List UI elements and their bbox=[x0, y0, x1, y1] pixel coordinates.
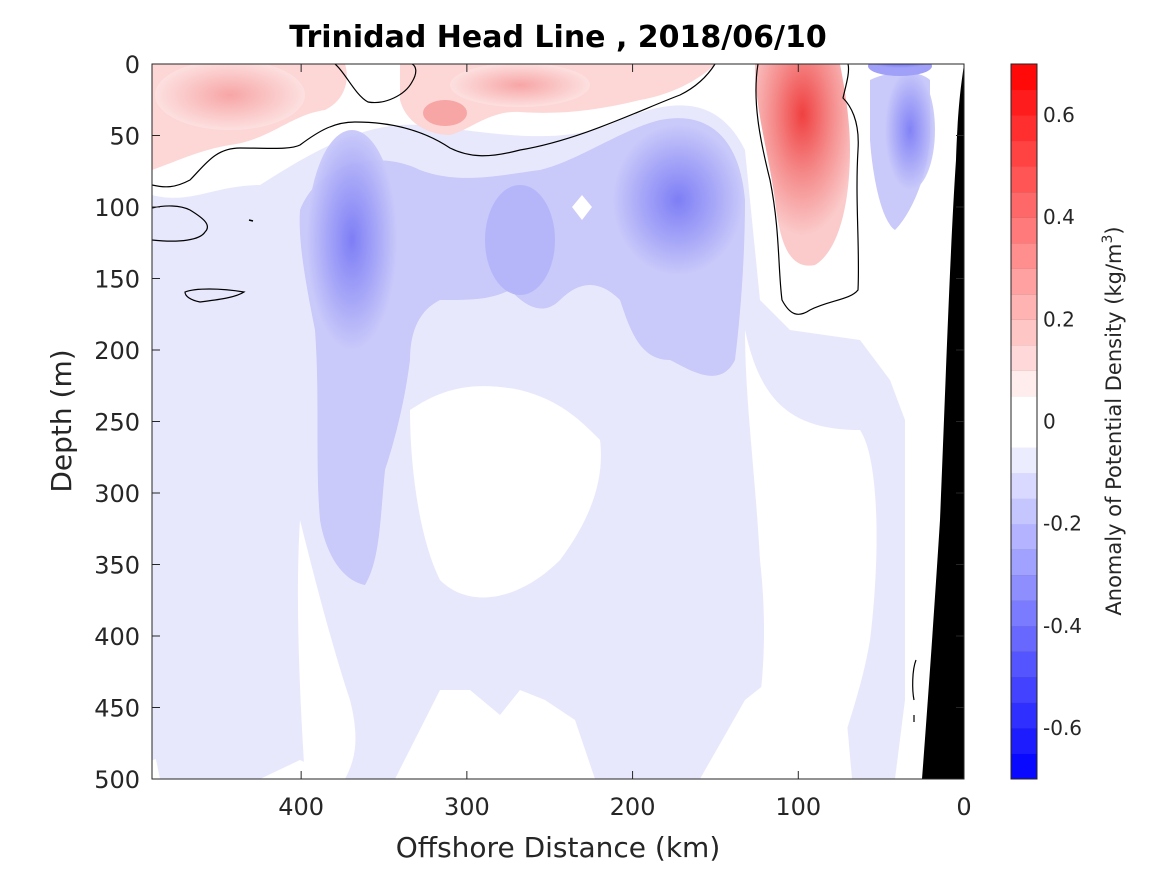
y-axis-ticks: 0 50 100 150 200 250 300 350 400 450 500 bbox=[94, 51, 964, 794]
colorbar-ticks: 0.6 0.4 0.2 0 -0.2 -0.4 -0.6 bbox=[1043, 103, 1082, 740]
negative-anomaly-region-light-deep-left bbox=[152, 330, 209, 760]
x-tick-label: 400 bbox=[278, 793, 324, 821]
colorbar-tick-label: 0 bbox=[1043, 410, 1056, 434]
colorbar-level bbox=[1011, 319, 1037, 346]
colorbar bbox=[1010, 63, 1038, 780]
neutral-diamond bbox=[572, 195, 592, 220]
y-tick-label: 0 bbox=[125, 51, 140, 79]
zero-contour-shelf bbox=[755, 64, 860, 315]
colorbar-tick-label: 0.4 bbox=[1043, 205, 1075, 229]
y-tick-label: 500 bbox=[94, 766, 140, 794]
bathymetry-shelf bbox=[922, 64, 964, 779]
colorbar-level bbox=[1011, 64, 1037, 91]
colorbar-level bbox=[1011, 447, 1037, 474]
x-tick-label: 300 bbox=[444, 793, 490, 821]
colorbar-level bbox=[1011, 523, 1037, 550]
colorbar-tick-label: 0.6 bbox=[1043, 103, 1075, 127]
colorbar-level bbox=[1011, 370, 1037, 397]
colorbar-level bbox=[1011, 549, 1037, 576]
negative-surface-nearshore bbox=[868, 64, 932, 76]
colorbar-level bbox=[1011, 472, 1037, 499]
negative-core-mid bbox=[485, 185, 555, 295]
y-tick-label: 250 bbox=[94, 409, 140, 437]
colorbar-level bbox=[1011, 89, 1037, 116]
colorbar-level bbox=[1011, 651, 1037, 678]
chart-title: Trinidad Head Line , 2018/06/10 bbox=[289, 20, 826, 55]
colorbar-level bbox=[1011, 140, 1037, 167]
colorbar-level bbox=[1011, 344, 1037, 371]
y-tick-label: 450 bbox=[94, 695, 140, 723]
y-tick-label: 300 bbox=[94, 480, 140, 508]
y-tick-label: 50 bbox=[109, 123, 140, 151]
colorbar-level bbox=[1011, 421, 1037, 448]
colorbar-level bbox=[1011, 242, 1037, 269]
y-tick-label: 200 bbox=[94, 337, 140, 365]
neutral-gap-2 bbox=[410, 386, 601, 598]
zero-contour-4 bbox=[184, 288, 246, 303]
colorbar-tick-label: -0.2 bbox=[1043, 512, 1082, 536]
colorbar-level bbox=[1011, 166, 1037, 193]
colorbar-level bbox=[1011, 191, 1037, 218]
positive-core-mid-surface bbox=[450, 64, 590, 107]
zero-contour-1 bbox=[152, 64, 716, 188]
colorbar-level bbox=[1011, 727, 1037, 754]
y-tick-label: 400 bbox=[94, 623, 140, 651]
colorbar-level bbox=[1011, 676, 1037, 703]
colorbar-label-superscript: 3 bbox=[1100, 235, 1116, 244]
colorbar-level bbox=[1011, 217, 1037, 244]
neutral-gap-right bbox=[745, 330, 877, 779]
colorbar-level bbox=[1011, 293, 1037, 320]
negative-core-east bbox=[613, 125, 743, 275]
zero-contour-nearshore bbox=[912, 659, 917, 722]
colorbar-level bbox=[1011, 395, 1037, 422]
positive-anomaly-shelf bbox=[755, 64, 850, 266]
colorbar-tick-label: -0.4 bbox=[1043, 614, 1082, 638]
x-axis-label: Offshore Distance (km) bbox=[396, 831, 721, 864]
colorbar-frame bbox=[1010, 63, 1038, 780]
colorbar-level bbox=[1011, 115, 1037, 142]
positive-core-offshore-surface bbox=[155, 64, 305, 130]
colorbar-level bbox=[1011, 268, 1037, 295]
x-axis-ticks: 400 300 200 100 0 bbox=[278, 64, 972, 821]
x-tick-label: 0 bbox=[956, 793, 971, 821]
zero-contour-dash bbox=[248, 219, 254, 222]
x-tick-label: 200 bbox=[610, 793, 656, 821]
neutral-gap-1 bbox=[297, 520, 356, 779]
colorbar-level bbox=[1011, 600, 1037, 627]
zero-contour-2 bbox=[334, 64, 417, 104]
y-tick-label: 100 bbox=[94, 194, 140, 222]
colorbar-level bbox=[1011, 702, 1037, 729]
colorbar-level bbox=[1011, 498, 1037, 525]
y-axis-label: Depth (m) bbox=[45, 349, 78, 492]
colorbar-label-main: Anomaly of Potential Density (kg/m bbox=[1102, 244, 1126, 616]
contour-field bbox=[152, 64, 935, 779]
y-tick-label: 350 bbox=[94, 552, 140, 580]
negative-core-offshore bbox=[307, 130, 397, 350]
colorbar-level bbox=[1011, 574, 1037, 601]
y-tick-label: 150 bbox=[94, 266, 140, 294]
colorbar-tick-label: 0.2 bbox=[1043, 307, 1075, 331]
positive-core-mid-small bbox=[423, 100, 467, 126]
zero-contour-3 bbox=[152, 205, 209, 242]
colorbar-tick-label: -0.6 bbox=[1043, 716, 1082, 740]
colorbar-level bbox=[1011, 753, 1037, 780]
negative-core-nearshore bbox=[885, 70, 935, 190]
colorbar-label-end: ) bbox=[1102, 226, 1126, 234]
colorbar-level bbox=[1011, 625, 1037, 652]
x-tick-label: 100 bbox=[775, 793, 821, 821]
colorbar-label: Anomaly of Potential Density (kg/m3) bbox=[1100, 226, 1126, 615]
